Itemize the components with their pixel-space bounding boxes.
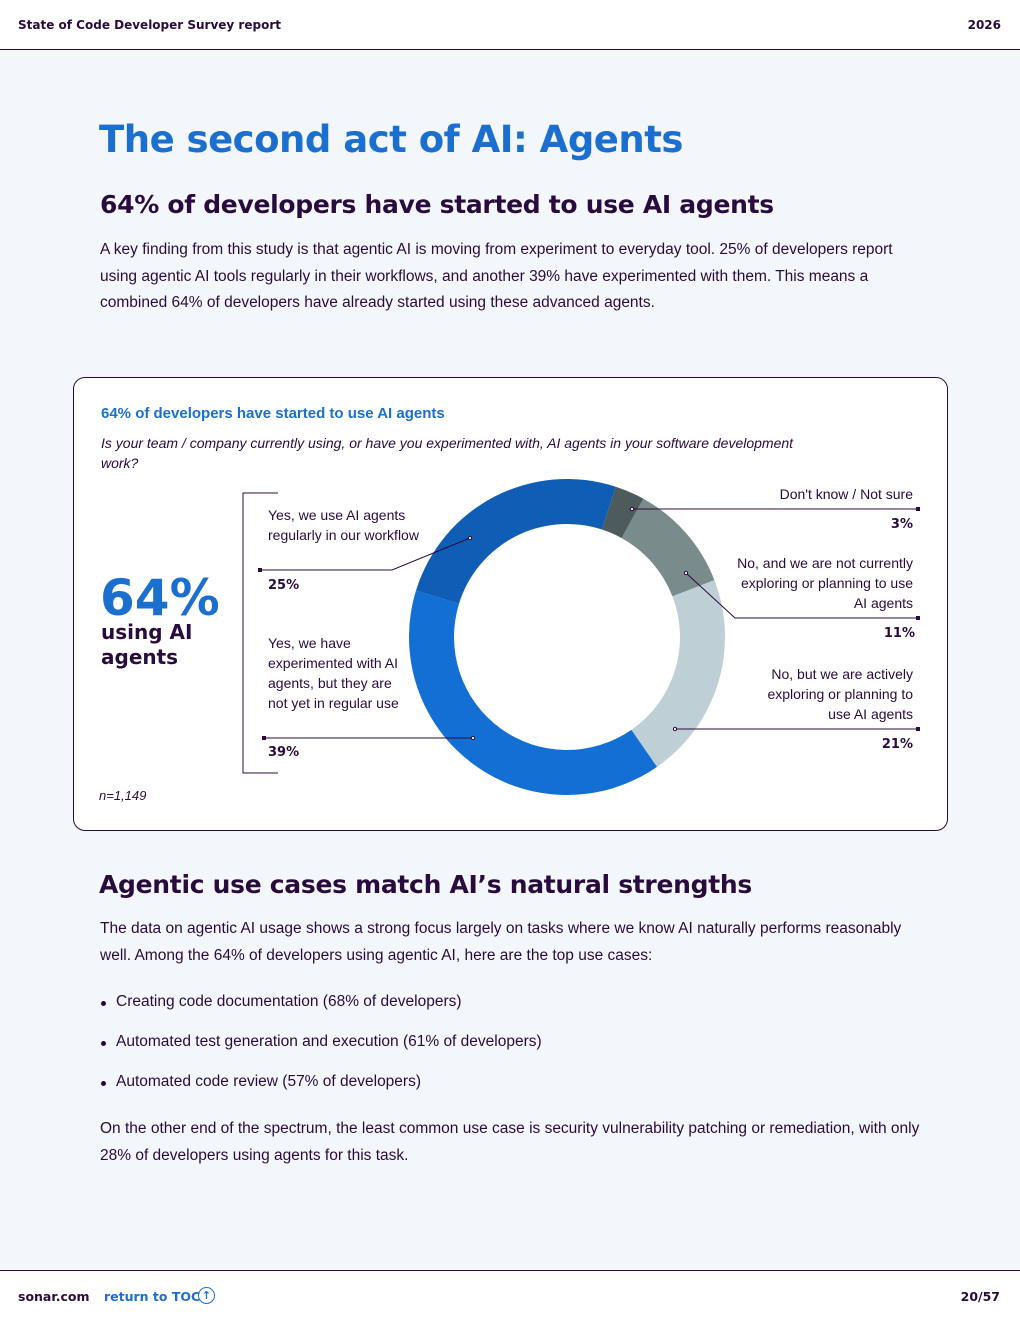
slice-label-dont-know: Don't know / Not sure <box>779 486 913 502</box>
use-cases-paragraph: The data on agentic AI usage shows a str… <box>100 920 902 964</box>
list-item: Automated test generation and execution … <box>100 1030 542 1070</box>
footer: sonar.com return to TOC ↑ 20/57 <box>0 1270 1020 1320</box>
sample-size: n=1,149 <box>99 788 147 803</box>
list-item: Creating code documentation (68% of deve… <box>100 990 542 1030</box>
highlight-label: using AI agents <box>101 620 193 669</box>
slice-value-dont-know: 3% <box>890 517 913 532</box>
slice-value-regular: 25% <box>268 578 300 593</box>
closing-paragraph: On the other end of the spectrum, the le… <box>100 1120 920 1164</box>
chart-subtitle: Is your team / company currently using, … <box>101 435 794 471</box>
top-bar: State of Code Developer Survey report 20… <box>0 0 1020 50</box>
highlight-value: 64% <box>100 569 220 627</box>
intro-paragraph: A key finding from this study is that ag… <box>100 241 893 311</box>
page-number: 20/57 <box>960 1289 1000 1304</box>
slice-label-experimented: Yes, we have experimented with AI agents… <box>268 635 399 711</box>
return-to-toc-link[interactable]: return to TOC <box>104 1289 201 1304</box>
slice-label-regular: Yes, we use AI agents regularly in our w… <box>268 507 419 543</box>
section-heading-use-cases: Agentic use cases match AI’s natural str… <box>99 870 752 899</box>
chart-title: 64% of developers have started to use AI… <box>101 405 445 422</box>
use-case-list: Creating code documentation (68% of deve… <box>100 990 542 1110</box>
arrow-up-circle-icon[interactable]: ↑ <box>198 1287 215 1304</box>
site-link[interactable]: sonar.com <box>18 1289 90 1304</box>
slice-value-experimented: 39% <box>268 745 300 760</box>
slice-value-exploring: 21% <box>881 737 913 752</box>
slice-label-not-exploring: No, and we are not currently exploring o… <box>737 555 913 611</box>
list-item: Automated code review (57% of developers… <box>100 1070 542 1110</box>
report-title: State of Code Developer Survey report <box>18 18 281 32</box>
slice-label-exploring: No, but we are actively exploring or pla… <box>767 666 913 722</box>
report-year: 2026 <box>967 18 1001 32</box>
section-heading-agents: 64% of developers have started to use AI… <box>100 190 774 219</box>
slice-value-not-exploring: 11% <box>883 626 915 641</box>
page-title: The second act of AI: Agents <box>99 118 683 161</box>
